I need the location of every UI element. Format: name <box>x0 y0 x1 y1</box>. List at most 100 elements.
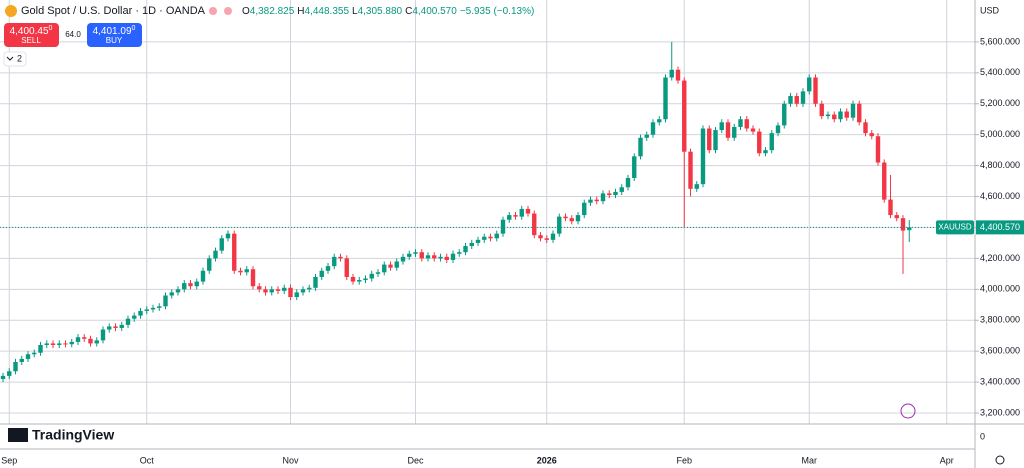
candle-body <box>163 295 168 307</box>
last-price-tag <box>976 220 1024 235</box>
candle-body <box>863 122 868 134</box>
candle-body <box>763 150 768 154</box>
candle-body <box>838 111 843 120</box>
candle-body <box>850 103 856 118</box>
candle-body <box>544 238 549 240</box>
candle-body <box>875 136 881 163</box>
axes: 3,200.000 3,400.000 3,600.000 3,800.000 4,00… <box>1 36 1024 465</box>
candle-body <box>138 310 143 316</box>
candle-body <box>38 344 43 353</box>
candle-body <box>769 133 774 151</box>
candle-body <box>144 309 149 311</box>
y-tick-label: 4,800.000 <box>980 160 1020 170</box>
currency[interactable]: USD <box>980 5 1000 15</box>
candle-body <box>825 114 831 117</box>
candle-body <box>563 216 568 219</box>
sell-price[interactable]: 4,400.450 <box>10 25 53 37</box>
spread: 64.0 <box>65 30 81 39</box>
candle-body <box>819 103 824 117</box>
symbol-tag-label: XAUUSD <box>938 222 972 231</box>
candle-body <box>188 283 193 287</box>
candle-body <box>475 239 481 243</box>
candle-body <box>425 255 431 259</box>
candle-body <box>332 256 337 267</box>
candle-body <box>482 236 487 240</box>
candle-body <box>200 270 206 282</box>
sell-button[interactable] <box>4 23 59 47</box>
candle-body <box>175 289 181 293</box>
buy-price-value[interactable]: 4,401.09 <box>93 26 132 37</box>
candle-body <box>744 119 749 129</box>
y-tick-label: 5,600.000 <box>980 36 1020 46</box>
candle-body <box>382 264 387 273</box>
candle-body <box>713 130 718 151</box>
y-tick-label: 3,200.000 <box>980 407 1020 417</box>
grid <box>0 0 975 424</box>
candle-body <box>450 253 456 260</box>
x-tick-label: Oct <box>140 455 155 465</box>
title: Gold Spot / U.S. Dollar · 1D · OANDA <box>21 5 206 17</box>
candle-body <box>238 270 243 273</box>
y-tick-label: 3,800.000 <box>980 315 1020 325</box>
candle-body <box>557 216 562 234</box>
candle-body <box>569 218 574 222</box>
candle-body <box>357 280 362 282</box>
candle-body <box>832 114 837 120</box>
y-tick-label: 4,600.000 <box>980 191 1020 201</box>
brand-logo <box>8 428 28 442</box>
candle-body <box>644 134 649 138</box>
candle-body <box>225 233 231 239</box>
wave-icon[interactable] <box>224 7 232 15</box>
indicators-count[interactable]: 2 <box>17 53 22 63</box>
h-value: 4,448.355 <box>305 6 350 17</box>
ohlc-legend: O4,382.825 H4,448.355 L4,305.880 C4,400.570… <box>242 6 534 17</box>
candle-body <box>250 269 256 287</box>
o-value: 4,382.825 <box>250 6 295 17</box>
x-tick-label: Nov <box>282 455 299 465</box>
buy-price-sup[interactable]: 0 <box>132 25 136 32</box>
sell-price-value[interactable]: 4,400.45 <box>10 26 49 37</box>
candle-body <box>750 128 756 132</box>
candle-body <box>119 324 124 328</box>
candle-body <box>682 80 687 152</box>
candles <box>0 41 975 383</box>
x-tick-label: Feb <box>676 455 692 465</box>
candle-body <box>313 276 318 288</box>
eye-icon[interactable] <box>209 7 217 15</box>
candle-body <box>350 276 356 282</box>
candle-body <box>907 227 912 231</box>
candle-body <box>588 199 593 203</box>
candle-body <box>494 233 499 239</box>
x-tick-label: Apr <box>940 455 954 465</box>
sell-label[interactable]: SELL <box>21 36 41 45</box>
buy-label[interactable]: BUY <box>106 36 123 45</box>
indicators-toggle[interactable] <box>3 51 27 67</box>
candle-body <box>282 287 287 291</box>
y-tick-label: 4,200.000 <box>980 253 1020 263</box>
candle-body <box>469 242 474 247</box>
settings-icon[interactable] <box>995 455 1005 465</box>
candle-body <box>882 162 887 200</box>
candle-body <box>619 187 624 192</box>
flash-icon[interactable] <box>900 403 916 419</box>
symbol-icon <box>5 5 17 17</box>
buy-price[interactable]: 4,401.090 <box>93 25 136 37</box>
candle-body <box>57 343 62 345</box>
candle-body <box>325 266 331 271</box>
candle-body <box>488 236 493 239</box>
candle-body <box>213 250 218 259</box>
last-price-label: 4,400.570 <box>980 222 1020 232</box>
candle-body <box>625 177 631 188</box>
candle-body <box>400 256 406 262</box>
y-tick-label: 4,000.000 <box>980 284 1020 294</box>
candle-body <box>575 215 581 222</box>
sell-price-sup[interactable]: 0 <box>49 25 53 32</box>
l-prefix: L <box>352 6 358 17</box>
candle-body <box>857 103 862 123</box>
buy-button[interactable] <box>87 23 142 47</box>
l-value: 4,305.880 <box>358 6 403 17</box>
candle-body <box>532 213 537 236</box>
candle-body <box>244 269 249 273</box>
candle-body <box>732 126 737 138</box>
